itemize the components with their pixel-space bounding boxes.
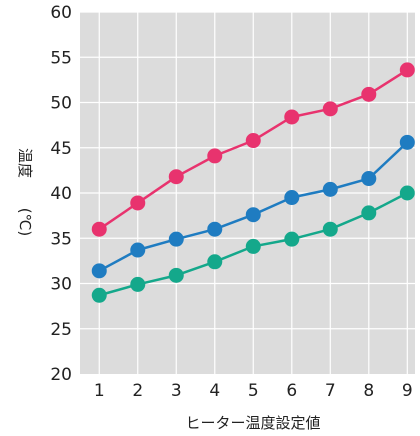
y-axis-title: 温度 bbox=[16, 148, 34, 178]
x-tick-label: 2 bbox=[132, 381, 143, 401]
series-3-point bbox=[284, 231, 300, 247]
series-2-point bbox=[322, 181, 338, 197]
x-tick-label: 6 bbox=[286, 381, 297, 401]
series-3-point bbox=[91, 287, 107, 303]
y-tick-label: 20 bbox=[50, 365, 72, 385]
series-2-point bbox=[130, 242, 146, 258]
series-1-point bbox=[361, 86, 377, 102]
y-tick-label: 25 bbox=[50, 320, 72, 340]
series-2-point bbox=[245, 207, 261, 223]
series-2-point bbox=[168, 231, 184, 247]
x-tick-label: 8 bbox=[363, 381, 374, 401]
x-tick-label: 5 bbox=[248, 381, 259, 401]
y-tick-labels: 20 25 30 35 40 45 50 55 60 bbox=[50, 3, 72, 385]
x-tick-label: 4 bbox=[209, 381, 220, 401]
series-2-point bbox=[399, 134, 415, 150]
series-3-point bbox=[245, 238, 261, 254]
series-1-point bbox=[168, 169, 184, 185]
series-1-point bbox=[322, 101, 338, 117]
series-points bbox=[91, 62, 415, 303]
series-1-point bbox=[284, 109, 300, 125]
x-tick-label: 9 bbox=[402, 381, 413, 401]
series-1-point bbox=[399, 62, 415, 78]
series-3-point bbox=[130, 276, 146, 292]
y-tick-label: 55 bbox=[50, 48, 72, 68]
series-2-point bbox=[91, 263, 107, 279]
series-1-point bbox=[91, 221, 107, 237]
series-1-point bbox=[245, 133, 261, 149]
x-axis-title: ヒーター温度設定値 bbox=[185, 414, 320, 432]
y-tick-label: 50 bbox=[50, 94, 72, 114]
x-tick-label: 7 bbox=[325, 381, 336, 401]
series-3-point bbox=[399, 185, 415, 201]
y-axis-unit: (℃) bbox=[16, 208, 34, 237]
y-tick-label: 30 bbox=[50, 275, 72, 295]
y-tick-label: 40 bbox=[50, 184, 72, 204]
series-2-point bbox=[361, 171, 377, 187]
series-1-point bbox=[207, 148, 223, 164]
series-2-point bbox=[207, 221, 223, 237]
series-2-point bbox=[284, 190, 300, 206]
series-3-point bbox=[168, 267, 184, 283]
series-3-point bbox=[207, 254, 223, 270]
series-3-point bbox=[361, 205, 377, 221]
x-tick-label: 3 bbox=[171, 381, 182, 401]
series-3-point bbox=[322, 221, 338, 237]
y-tick-label: 45 bbox=[50, 139, 72, 159]
x-tick-labels: 1 2 3 4 5 6 7 8 9 bbox=[94, 381, 413, 401]
x-tick-label: 1 bbox=[94, 381, 105, 401]
series-1-point bbox=[130, 195, 146, 211]
y-tick-label: 60 bbox=[50, 3, 72, 23]
y-tick-label: 35 bbox=[50, 229, 72, 249]
